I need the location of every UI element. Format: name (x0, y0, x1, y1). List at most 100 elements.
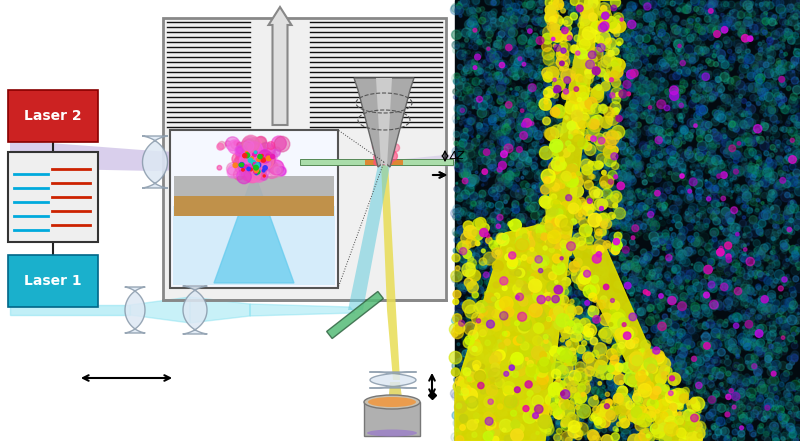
Circle shape (582, 302, 586, 305)
Circle shape (570, 299, 574, 303)
Circle shape (599, 188, 607, 196)
Circle shape (495, 378, 505, 388)
Circle shape (601, 394, 606, 399)
Circle shape (642, 67, 646, 72)
Circle shape (506, 4, 511, 10)
Circle shape (640, 349, 648, 357)
Circle shape (782, 277, 787, 282)
Circle shape (265, 160, 269, 164)
Circle shape (551, 218, 559, 226)
Circle shape (502, 62, 505, 66)
Circle shape (601, 284, 603, 286)
Circle shape (546, 394, 558, 407)
Circle shape (487, 49, 496, 57)
Circle shape (585, 319, 592, 326)
Circle shape (552, 57, 556, 62)
Circle shape (515, 283, 524, 292)
Circle shape (644, 3, 651, 10)
Circle shape (706, 179, 707, 182)
Circle shape (525, 127, 533, 135)
Circle shape (594, 422, 603, 432)
Circle shape (615, 328, 626, 340)
Circle shape (731, 263, 741, 273)
Circle shape (787, 4, 794, 10)
Circle shape (677, 233, 686, 242)
Circle shape (535, 0, 538, 3)
Circle shape (593, 298, 598, 302)
Circle shape (716, 417, 719, 421)
Circle shape (742, 378, 750, 386)
Circle shape (697, 247, 702, 251)
Circle shape (665, 274, 669, 279)
Circle shape (552, 88, 556, 93)
Circle shape (598, 7, 600, 9)
Circle shape (666, 421, 675, 430)
Circle shape (478, 190, 486, 198)
Circle shape (538, 381, 544, 386)
Circle shape (556, 112, 566, 121)
Circle shape (665, 239, 673, 247)
Circle shape (494, 196, 498, 201)
Circle shape (480, 119, 483, 121)
Circle shape (382, 149, 390, 157)
Circle shape (711, 351, 714, 354)
Circle shape (720, 386, 724, 390)
Circle shape (582, 10, 585, 13)
Circle shape (497, 234, 509, 246)
Circle shape (572, 29, 576, 33)
Circle shape (530, 162, 538, 169)
Circle shape (517, 229, 527, 239)
Circle shape (526, 337, 528, 339)
Circle shape (536, 246, 546, 255)
Circle shape (605, 303, 614, 313)
Circle shape (516, 261, 520, 265)
Circle shape (772, 370, 779, 377)
Circle shape (606, 70, 610, 73)
Circle shape (725, 423, 726, 425)
Circle shape (562, 26, 566, 31)
Circle shape (643, 429, 648, 433)
Circle shape (766, 411, 774, 418)
Circle shape (754, 125, 762, 133)
Circle shape (638, 30, 646, 37)
Circle shape (644, 16, 646, 18)
Circle shape (610, 361, 618, 369)
Circle shape (519, 334, 522, 336)
Circle shape (622, 45, 624, 48)
Circle shape (658, 419, 667, 427)
Circle shape (652, 425, 666, 438)
Circle shape (583, 324, 597, 337)
Circle shape (556, 55, 570, 69)
Circle shape (600, 175, 614, 189)
Circle shape (782, 187, 790, 195)
Circle shape (618, 69, 624, 75)
Circle shape (469, 30, 477, 37)
Circle shape (613, 396, 617, 400)
Circle shape (612, 35, 617, 41)
Circle shape (487, 435, 491, 440)
Circle shape (625, 261, 634, 270)
Circle shape (532, 255, 534, 258)
Circle shape (603, 351, 606, 354)
Circle shape (606, 64, 610, 67)
Circle shape (568, 421, 580, 433)
Circle shape (266, 146, 275, 154)
Circle shape (670, 1, 675, 6)
Circle shape (630, 121, 638, 129)
Circle shape (576, 76, 587, 87)
Circle shape (775, 210, 780, 215)
Circle shape (660, 38, 669, 48)
Circle shape (660, 423, 663, 426)
Circle shape (518, 239, 520, 241)
Circle shape (608, 51, 617, 60)
Circle shape (557, 362, 562, 367)
Circle shape (754, 18, 757, 21)
Circle shape (561, 355, 571, 366)
Circle shape (457, 254, 459, 256)
Circle shape (596, 346, 603, 352)
Circle shape (751, 139, 754, 142)
Circle shape (453, 299, 458, 305)
Circle shape (542, 325, 551, 334)
Circle shape (588, 194, 591, 197)
Circle shape (690, 435, 701, 441)
